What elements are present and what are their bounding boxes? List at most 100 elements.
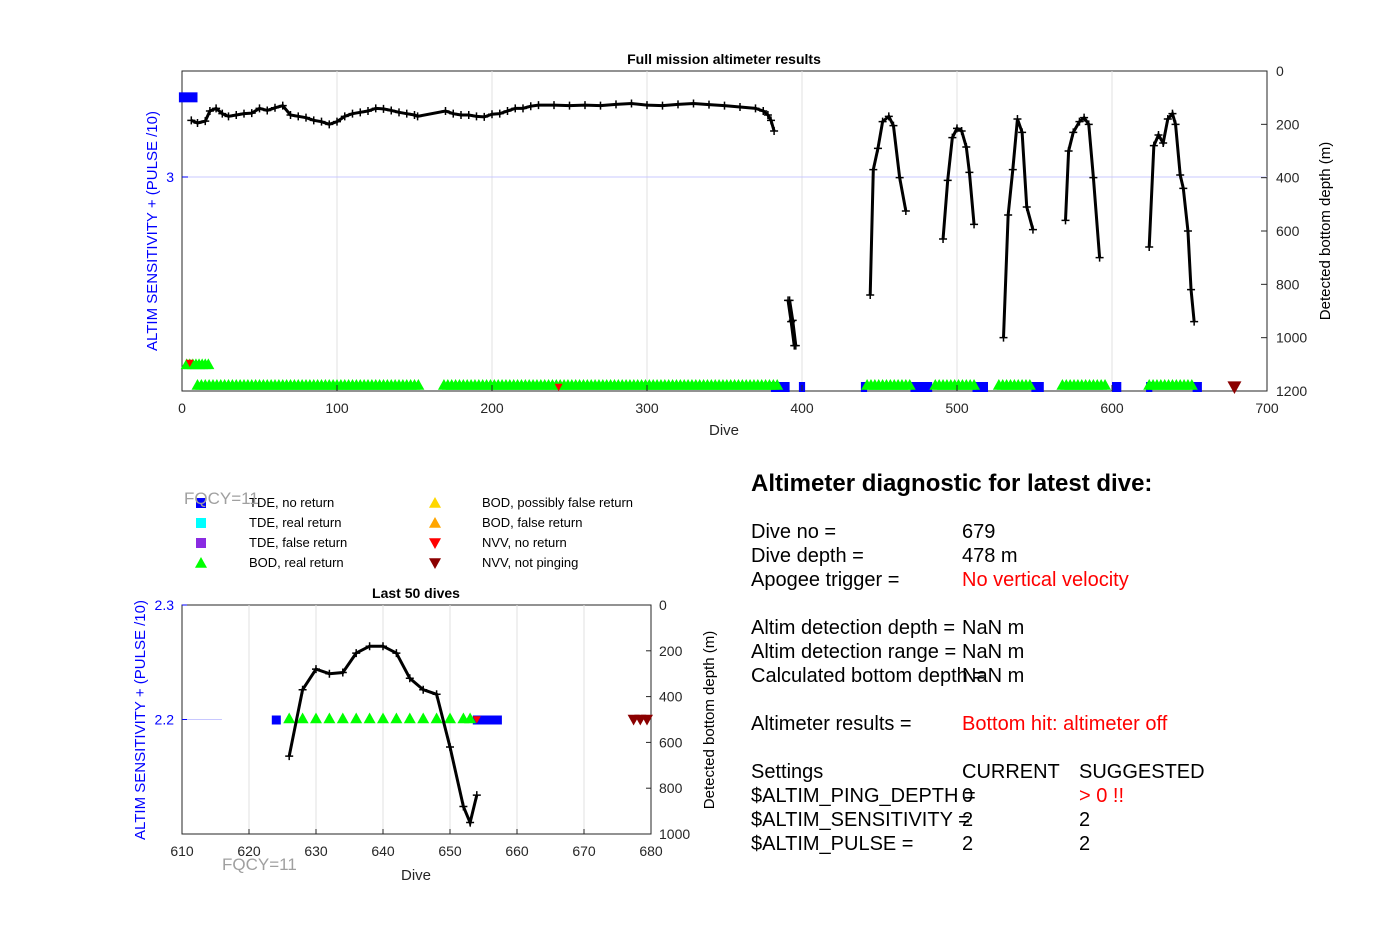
top-left-axis-label: ALTIM SENSITIVITY + (PULSE /10)	[144, 111, 161, 351]
top-depth-point	[873, 144, 882, 153]
top-depth-point	[187, 116, 196, 125]
top-depth-point	[205, 107, 214, 115]
detection-depth-label: Altim detection depth =	[751, 617, 956, 639]
top-depth-point	[371, 104, 380, 113]
top-depth-point	[674, 100, 682, 109]
top-depth-series	[868, 113, 908, 296]
bod-real-return-marker	[430, 712, 443, 724]
tde-no-return-block	[178, 92, 198, 103]
bottom-right-axis-label: Detected bottom depth (m)	[701, 631, 718, 809]
fqcy-label-top: FQCY=11	[184, 489, 259, 508]
ping-depth-current: 0	[962, 785, 974, 807]
legend-label: TDE, no return	[249, 495, 334, 510]
top-depth-point	[294, 112, 303, 121]
top-depth-point	[441, 107, 450, 115]
top-depth-point	[402, 109, 411, 118]
top-depth-point	[526, 102, 535, 111]
sensitivity-suggested: 2	[1079, 809, 1091, 831]
bod-real-return-marker	[350, 712, 363, 724]
detection-depth-value: NaN m	[962, 617, 1025, 639]
top-depth-point	[957, 127, 966, 135]
top-depth-point	[1089, 173, 1098, 182]
top-depth-point	[356, 108, 365, 117]
top-depth-point	[889, 121, 898, 130]
top-depth-point	[1187, 285, 1196, 294]
top-depth-point	[511, 104, 520, 113]
bottom-depth-point	[338, 668, 347, 677]
top-depth-point	[1008, 165, 1017, 174]
dive-depth-label: Dive depth =	[751, 545, 864, 567]
bottom-x-tick-label: 650	[438, 843, 462, 859]
bottom-ticks: 610 620 630 640 650 660 670 680 0 200 400 600 800 100…	[155, 597, 691, 859]
bottom-x-tick-label: 670	[572, 843, 596, 859]
legend-marker	[429, 538, 441, 549]
top-depth-point	[348, 109, 357, 118]
legend-marker	[195, 557, 207, 568]
tde-no-return-block	[1112, 382, 1122, 392]
top-depth-point	[736, 103, 744, 111]
top-depth-point	[395, 108, 403, 117]
top-depth-point	[240, 109, 248, 118]
sensitivity-label: $ALTIM_SENSITIVITY =	[751, 809, 970, 831]
top-depth-point	[790, 341, 799, 350]
top-depth-point	[201, 117, 210, 126]
top-depth-point	[565, 101, 574, 110]
top-depth-point	[943, 176, 952, 185]
legend-marker	[429, 517, 441, 528]
top-depth-point	[1095, 253, 1104, 262]
top-x-tick-label: 300	[635, 400, 659, 416]
dive-no-value: 679	[962, 521, 996, 543]
tde-no-return-block	[1192, 382, 1202, 392]
top-depth-series	[1064, 115, 1102, 258]
nvv-no-return-marker	[472, 716, 481, 724]
top-depth-point	[999, 333, 1008, 342]
top-depth-point	[224, 112, 233, 121]
fqcy-label-bottom: FQCY=11	[222, 855, 297, 874]
legend-label: BOD, possibly false return	[482, 495, 633, 510]
top-depth-point	[1159, 139, 1168, 147]
top-depth-point	[763, 111, 772, 119]
tde-no-return-marker	[271, 715, 281, 725]
top-x-tick-label: 400	[790, 400, 814, 416]
bottom-x-tick-label: 660	[505, 843, 529, 859]
top-depth-point	[1171, 120, 1180, 129]
bod-real-return-marker	[377, 712, 389, 724]
top-depth-point	[457, 111, 465, 119]
top-depth-point	[480, 112, 489, 121]
top-depth-point	[770, 127, 779, 135]
top-right-tick-label: 600	[1276, 223, 1300, 239]
legend-label: NVV, no return	[482, 535, 567, 550]
top-depth-point	[767, 116, 775, 125]
results-value-text: Bottom hit: altimeter off	[962, 713, 1168, 735]
bottom-depth-series	[287, 644, 479, 828]
top-depth-point	[472, 112, 481, 121]
top-depth-point	[643, 101, 651, 110]
bod-real-return-marker	[417, 712, 430, 724]
top-depth-point	[488, 110, 496, 119]
bottom-axes-box	[181, 604, 652, 835]
bottom-x-tick-label: 640	[371, 843, 395, 859]
top-depth-point	[1013, 115, 1022, 123]
nvv-no-return-marker	[185, 359, 194, 367]
top-x-tick-label: 700	[1255, 400, 1279, 416]
bottom-marks	[271, 642, 653, 828]
top-depth-point	[212, 104, 221, 113]
top-depth-point	[1080, 113, 1089, 122]
sensitivity-current: 2	[962, 809, 974, 831]
tde-no-return-marker	[492, 715, 502, 725]
bottom-depth-point	[459, 802, 468, 811]
apogee-value: No vertical velocity	[962, 568, 1129, 592]
bod-real-return-marker	[771, 379, 784, 390]
top-depth-point	[658, 101, 667, 110]
top-x-tick-label: 500	[945, 400, 969, 416]
settings-label: Settings	[751, 761, 824, 783]
top-depth-point	[193, 119, 202, 127]
top-depth-point	[939, 235, 948, 243]
bod-real-return-marker	[310, 712, 322, 724]
legend: TDE, no return TDE, real return TDE, false…	[195, 495, 633, 570]
legend-label: BOD, false return	[482, 515, 582, 530]
bottom-x-tick-label: 680	[639, 843, 663, 859]
bod-real-return-marker	[444, 712, 456, 724]
bottom-right-tick-label: 600	[659, 734, 683, 750]
top-depth-point	[759, 107, 768, 115]
